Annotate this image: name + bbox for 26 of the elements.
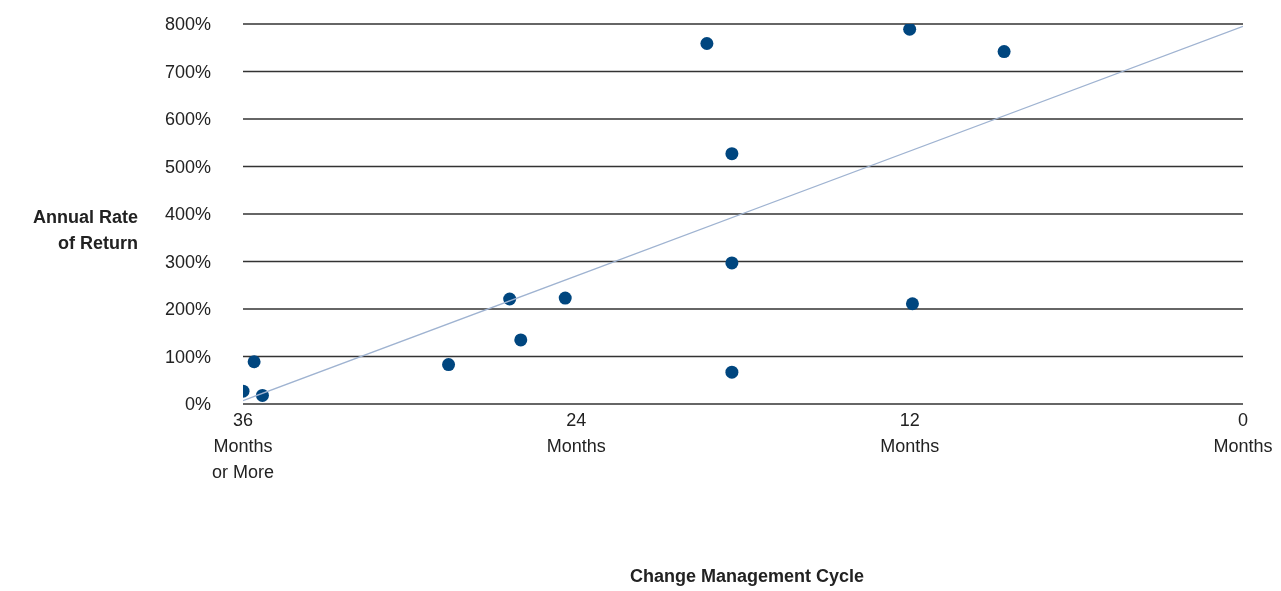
y-tick-label: 700% bbox=[164, 61, 211, 82]
y-tick-label: 400% bbox=[164, 204, 211, 225]
point bbox=[514, 333, 528, 347]
y-axis-title: Annual Rate of Return bbox=[32, 206, 138, 255]
y-tick-label: 800% bbox=[164, 14, 211, 35]
y-tick-label: 600% bbox=[164, 109, 211, 130]
y-tick-label: 100% bbox=[164, 346, 211, 367]
point bbox=[903, 24, 917, 36]
x-tick-label: 0 Months bbox=[1213, 410, 1273, 456]
point bbox=[700, 36, 714, 50]
x-tick-label: 24 Months bbox=[546, 410, 606, 456]
y-tick-label: 0% bbox=[184, 394, 211, 415]
y-tick-label: 200% bbox=[164, 299, 211, 320]
point bbox=[442, 358, 456, 372]
x-tick-label: 12 Months bbox=[880, 410, 940, 456]
y-tick-label: 300% bbox=[164, 251, 211, 272]
point bbox=[247, 355, 261, 369]
point bbox=[905, 297, 919, 311]
point bbox=[725, 147, 739, 161]
y-tick-label: 500% bbox=[164, 156, 211, 177]
point bbox=[558, 291, 572, 305]
x-axis-title: Change Management Cycle bbox=[628, 566, 866, 587]
point bbox=[725, 256, 739, 270]
point bbox=[725, 365, 739, 379]
point bbox=[997, 45, 1011, 59]
x-tick-label: 36 Months or More bbox=[211, 410, 275, 482]
